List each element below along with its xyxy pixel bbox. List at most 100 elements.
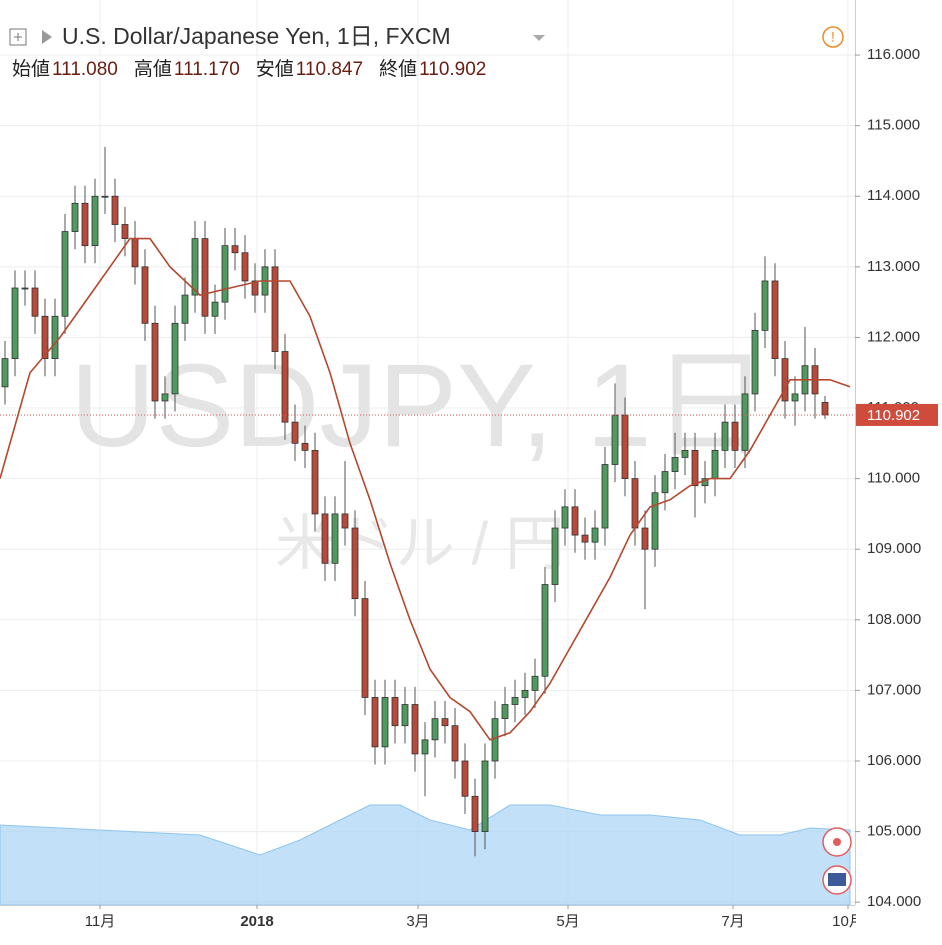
candle-body bbox=[1, 358, 9, 388]
candle-body bbox=[141, 266, 149, 324]
candle-body bbox=[351, 527, 359, 600]
candle-body bbox=[501, 704, 509, 720]
candle-body bbox=[551, 527, 559, 585]
candle-body bbox=[91, 195, 99, 247]
candle-body bbox=[111, 195, 119, 225]
candle-body bbox=[101, 195, 109, 198]
candle-body bbox=[661, 471, 669, 494]
candle-body bbox=[521, 689, 529, 698]
candle-body bbox=[681, 449, 689, 458]
ohlc-value: 111.170 bbox=[174, 59, 240, 80]
volume-area bbox=[0, 804, 851, 905]
candle-body bbox=[251, 280, 259, 296]
candle-body bbox=[321, 513, 329, 564]
candle-body bbox=[671, 457, 679, 472]
candle-body bbox=[391, 697, 399, 727]
x-tick-label: 7月 bbox=[721, 913, 744, 930]
ohlc-name: 始値 bbox=[12, 58, 50, 80]
candle-body bbox=[381, 697, 389, 748]
candle-body bbox=[301, 442, 309, 451]
candle-body bbox=[401, 704, 409, 727]
candle-body bbox=[411, 704, 419, 755]
candle-body bbox=[461, 760, 469, 797]
candle-body bbox=[181, 294, 189, 324]
y-tick-label: 115.000 bbox=[867, 117, 920, 134]
event-dot bbox=[833, 838, 841, 846]
candle-body bbox=[211, 301, 219, 317]
axis-corner bbox=[856, 906, 942, 940]
candle-body bbox=[31, 287, 39, 317]
x-tick-label: 2018 bbox=[240, 913, 273, 930]
flag-icon bbox=[828, 873, 846, 886]
y-tick-label: 114.000 bbox=[867, 187, 920, 204]
y-tick-label: 110.000 bbox=[867, 470, 920, 487]
candle-body bbox=[331, 513, 339, 564]
y-tick-label: 108.000 bbox=[867, 611, 921, 628]
candle-body bbox=[821, 401, 829, 416]
candle-body bbox=[771, 280, 779, 360]
x-tick-label: 11月 bbox=[85, 913, 116, 930]
last-price-tag bbox=[856, 403, 938, 426]
ohlc-name: 終値 bbox=[379, 58, 417, 80]
x-tick-label: 5月 bbox=[556, 913, 579, 930]
y-tick-label: 112.000 bbox=[867, 328, 920, 345]
candle-body bbox=[481, 760, 489, 832]
y-tick-label: 109.000 bbox=[867, 540, 921, 557]
candle-body bbox=[121, 224, 129, 240]
candle-body bbox=[341, 513, 349, 529]
candle-body bbox=[781, 358, 789, 402]
symbol-icon bbox=[42, 30, 52, 44]
ohlc-value: 110.847 bbox=[296, 59, 363, 80]
x-tick-label: 10月 bbox=[832, 913, 864, 930]
candle-body bbox=[431, 718, 439, 741]
overlay: U.S. Dollar/Japanese Yen, 1日, FXCM ! 始値 1… bbox=[9, 23, 844, 80]
y-tick-label: 116.000 bbox=[867, 46, 920, 63]
candle-body bbox=[751, 329, 759, 395]
candle-body bbox=[151, 322, 159, 402]
candle-body bbox=[81, 202, 89, 247]
candle-body bbox=[611, 414, 619, 465]
watermark-sub: 米ドル / 円 bbox=[275, 510, 565, 577]
candle-body bbox=[371, 697, 379, 748]
candle-body bbox=[61, 231, 69, 317]
candle-body bbox=[541, 584, 549, 677]
candle-body bbox=[581, 534, 589, 543]
x-axis bbox=[0, 905, 855, 940]
candle-body bbox=[691, 449, 699, 487]
alert-icon[interactable] bbox=[822, 26, 844, 48]
candle-body bbox=[281, 351, 289, 423]
candle-body bbox=[561, 506, 569, 529]
candle-body bbox=[21, 287, 29, 290]
candle-body bbox=[221, 245, 229, 303]
candle-body bbox=[241, 252, 249, 282]
candle-body bbox=[651, 492, 659, 550]
candle-body bbox=[791, 393, 799, 402]
candle-body bbox=[511, 697, 519, 705]
dropdown-icon[interactable] bbox=[533, 35, 545, 41]
candle-body bbox=[41, 315, 49, 360]
candle-body bbox=[761, 280, 769, 331]
candle-body bbox=[71, 202, 79, 232]
expand-icon[interactable] bbox=[9, 28, 27, 46]
candle-body bbox=[721, 421, 729, 451]
x-tick-label: 3月 bbox=[406, 913, 429, 930]
candle-body bbox=[291, 421, 299, 444]
candle-body bbox=[571, 506, 579, 536]
candle-body bbox=[531, 675, 539, 691]
candle-body bbox=[601, 464, 609, 529]
ohlc-value: 110.902 bbox=[419, 59, 486, 80]
candle-body bbox=[191, 238, 199, 296]
candle-body bbox=[161, 393, 169, 402]
chart-title: U.S. Dollar/Japanese Yen, 1日, FXCM bbox=[62, 23, 451, 49]
candle-body bbox=[491, 718, 499, 762]
candle-body bbox=[421, 739, 429, 755]
candle-body bbox=[591, 527, 599, 543]
moving-average bbox=[0, 237, 851, 741]
candle-body bbox=[311, 449, 319, 515]
y-tick-label: 107.000 bbox=[867, 681, 921, 698]
candle-body bbox=[131, 238, 139, 268]
ohlc-name: 高値 bbox=[134, 58, 172, 80]
last-price-label: 110.902 bbox=[867, 407, 920, 424]
